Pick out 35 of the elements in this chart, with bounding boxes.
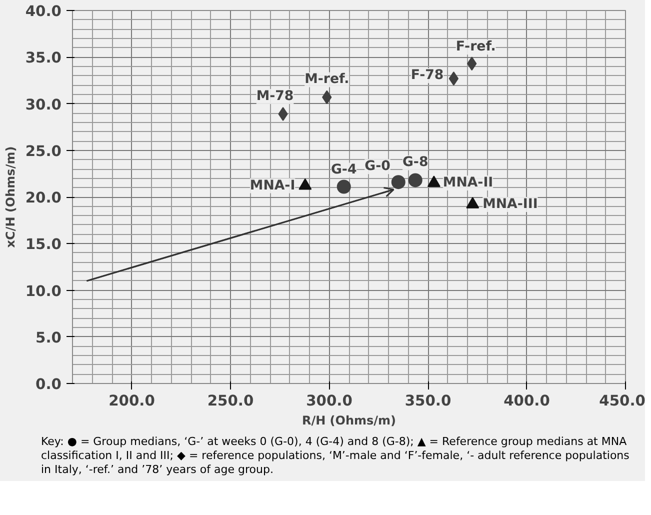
y-tick-label: 40.0 xyxy=(25,3,62,20)
annotation: MNA-III xyxy=(482,196,538,212)
annotation: F-ref. xyxy=(456,40,496,55)
y-tick-label: 30.0 xyxy=(25,96,62,114)
x-tick-label: 450.0 xyxy=(599,392,646,410)
y-tick-label: 10.0 xyxy=(25,282,62,300)
annotation: MNA-I xyxy=(250,178,296,194)
annotation: G-4 xyxy=(330,162,357,178)
point xyxy=(466,197,480,208)
annotation: G-0 xyxy=(364,159,390,174)
text: Key: ● = Group medians, ‘G-’ at weeks 0 (G-0), 4 (G-4) and 8 (G-8); ▲ = Reference group medians at MNA classification I, II and III; ◆ = reference populations, ‘M’-male and ‘F’-female, ‘- adult reference populations in Italy, ‘-ref.’ and ’78’ years of age group. xyxy=(41,435,630,476)
y-tick-label: 25.0 xyxy=(25,142,62,160)
x-tick-label: 350.0 xyxy=(404,392,452,410)
y-axis-title: xC/H (Ohms/m) xyxy=(3,146,18,248)
y-tick-label: 15.0 xyxy=(25,236,62,254)
point xyxy=(427,176,440,187)
y-tick-label: 5.0 xyxy=(36,329,62,346)
point xyxy=(391,175,406,190)
y-tick-label: 0.0 xyxy=(36,376,62,393)
annotation: M-ref. xyxy=(304,72,350,88)
annotation: M-78 xyxy=(256,89,294,104)
x-tick-label: 400.0 xyxy=(504,392,550,410)
x-tick-label: 200.0 xyxy=(108,392,155,410)
y-tick-label: 35.0 xyxy=(25,50,62,67)
x-tick-label: 250.0 xyxy=(207,392,254,410)
point xyxy=(408,173,422,188)
x-axis-title: R/H (Ohms/m) xyxy=(302,414,396,428)
y-tick-label: 20.0 xyxy=(25,190,62,206)
point xyxy=(448,72,459,86)
annotation: MNA-II xyxy=(442,176,494,191)
annotation: G-8 xyxy=(402,155,428,170)
point xyxy=(336,180,351,194)
point xyxy=(298,178,312,190)
annotation: F-78 xyxy=(410,68,444,84)
x-tick-label: 300.0 xyxy=(306,392,352,410)
